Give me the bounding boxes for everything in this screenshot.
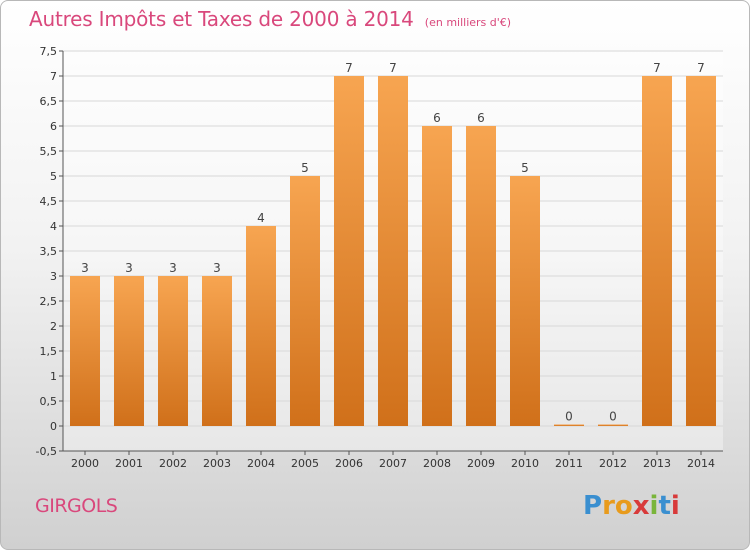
- bar: [202, 276, 232, 426]
- bar: [246, 226, 276, 426]
- bar-value-label: 0: [609, 410, 617, 424]
- bar: [598, 424, 628, 426]
- bar: [642, 76, 672, 426]
- x-tick-label: 2007: [379, 457, 407, 470]
- y-tick-label: 0,5: [40, 395, 58, 408]
- bar-value-label: 6: [433, 111, 441, 125]
- y-tick-label: 5: [50, 170, 57, 183]
- bar-value-label: 0: [565, 410, 573, 424]
- y-tick-label: 1,5: [40, 345, 58, 358]
- bar-value-label: 7: [345, 61, 353, 75]
- y-tick-label: 3: [50, 270, 57, 283]
- y-tick-label: 6,5: [40, 95, 58, 108]
- bar-value-label: 6: [477, 111, 485, 125]
- bar: [70, 276, 100, 426]
- x-tick-label: 2004: [247, 457, 275, 470]
- x-tick-label: 2013: [643, 457, 671, 470]
- bar: [422, 126, 452, 426]
- bar-value-label: 4: [257, 211, 265, 225]
- x-tick-label: 2012: [599, 457, 627, 470]
- y-tick-label: 4,5: [40, 195, 58, 208]
- y-tick-label: 2: [50, 320, 57, 333]
- x-tick-label: 2002: [159, 457, 187, 470]
- y-tick-label: 6: [50, 120, 57, 133]
- bar-value-label: 7: [653, 61, 661, 75]
- x-tick-label: 2000: [71, 457, 99, 470]
- logo-letter: P: [583, 491, 603, 521]
- chart-title: Autres Impôts et Taxes de 2000 à 2014: [29, 7, 414, 31]
- bar-value-label: 3: [213, 261, 221, 275]
- bar-value-label: 3: [169, 261, 177, 275]
- x-tick-label: 2011: [555, 457, 583, 470]
- y-tick-label: -0,5: [36, 445, 57, 458]
- y-tick-label: 3,5: [40, 245, 58, 258]
- proxiti-logo: Proxiti: [583, 491, 680, 521]
- logo-letter: i: [670, 491, 680, 521]
- x-tick-label: 2008: [423, 457, 451, 470]
- y-tick-label: 4: [50, 220, 57, 233]
- bar-value-label: 3: [125, 261, 133, 275]
- bar-value-label: 3: [81, 261, 89, 275]
- logo-letter: i: [649, 491, 659, 521]
- x-tick-label: 2010: [511, 457, 539, 470]
- city-name: GIRGOLS: [35, 495, 118, 517]
- y-tick-label: 0: [50, 420, 57, 433]
- bar: [554, 424, 584, 426]
- bar: [290, 176, 320, 426]
- y-tick-label: 7,5: [40, 45, 58, 58]
- bar: [510, 176, 540, 426]
- logo-letter: x: [632, 491, 650, 521]
- logo-letter: o: [614, 491, 633, 521]
- x-tick-label: 2001: [115, 457, 143, 470]
- x-tick-label: 2006: [335, 457, 363, 470]
- x-tick-label: 2014: [687, 457, 715, 470]
- bar-value-label: 7: [697, 61, 705, 75]
- bar: [158, 276, 188, 426]
- logo-letter: r: [602, 491, 615, 521]
- y-tick-label: 7: [50, 70, 57, 83]
- y-tick-label: 1: [50, 370, 57, 383]
- bar: [114, 276, 144, 426]
- x-tick-label: 2003: [203, 457, 231, 470]
- bar-value-label: 7: [389, 61, 397, 75]
- chart-unit-label: (en milliers d'€): [424, 16, 512, 29]
- logo-letter: t: [658, 491, 671, 521]
- bar-value-label: 5: [521, 161, 529, 175]
- bar: [334, 76, 364, 426]
- bar: [466, 126, 496, 426]
- y-tick-label: 5,5: [40, 145, 58, 158]
- bar-value-label: 5: [301, 161, 309, 175]
- bar: [378, 76, 408, 426]
- chart-title-row: Autres Impôts et Taxes de 2000 à 2014 (e…: [29, 7, 511, 31]
- y-tick-label: 2,5: [40, 295, 58, 308]
- x-tick-label: 2005: [291, 457, 319, 470]
- bar: [686, 76, 716, 426]
- x-tick-label: 2009: [467, 457, 495, 470]
